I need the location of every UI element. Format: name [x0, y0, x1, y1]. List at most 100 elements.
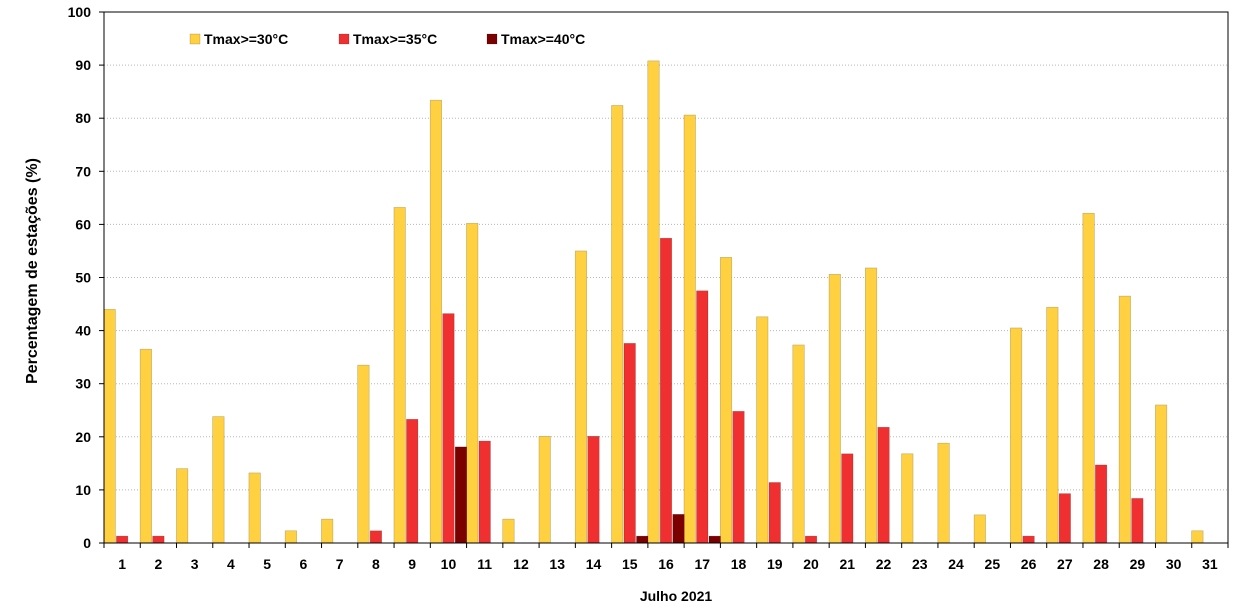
bar — [708, 535, 721, 544]
bar — [357, 364, 370, 544]
bar — [1155, 404, 1168, 544]
bars — [103, 60, 1204, 544]
legend-swatch — [189, 33, 201, 45]
bar — [1046, 306, 1059, 544]
x-tick-label: 16 — [658, 556, 674, 572]
y-tick-label: 80 — [75, 110, 91, 126]
y-tick-label: 0 — [83, 535, 91, 551]
bar — [1095, 464, 1108, 544]
x-tick-label: 23 — [912, 556, 928, 572]
bar — [636, 535, 649, 544]
x-tick-label: 14 — [586, 556, 602, 572]
x-tick-label: 21 — [840, 556, 856, 572]
x-tick-label: 12 — [513, 556, 529, 572]
bar — [152, 535, 165, 544]
bar — [369, 530, 382, 544]
y-tick-label: 70 — [75, 163, 91, 179]
x-tick-label: 11 — [477, 556, 492, 572]
bar — [587, 435, 600, 544]
bar — [1131, 498, 1144, 544]
bar — [623, 343, 636, 544]
x-axis-title: Julho 2021 — [640, 588, 713, 604]
y-tick-label: 90 — [75, 57, 91, 73]
x-tick-label: 4 — [227, 556, 235, 572]
x-tick-label: 26 — [1021, 556, 1037, 572]
bar — [756, 316, 769, 544]
bar — [841, 453, 854, 544]
bar — [659, 237, 673, 544]
y-tick-label: 40 — [75, 323, 91, 339]
bar — [973, 514, 986, 544]
bar — [502, 518, 515, 544]
y-tick-label: 50 — [75, 270, 91, 286]
bar — [683, 114, 696, 544]
x-tick-label: 19 — [767, 556, 783, 572]
legend-label: Tmax>=30°C — [204, 31, 288, 47]
bar — [429, 99, 443, 544]
bar — [454, 446, 468, 544]
x-tick-label: 2 — [154, 556, 162, 572]
bar — [1058, 493, 1071, 544]
bar — [672, 514, 685, 544]
x-tick-label: 8 — [372, 556, 380, 572]
y-tick-label: 30 — [75, 376, 91, 392]
bar — [574, 250, 588, 544]
bar — [864, 267, 878, 544]
bar — [478, 440, 491, 544]
bar — [937, 442, 950, 544]
bar — [877, 426, 890, 544]
x-tick-label: 15 — [622, 556, 638, 572]
bar — [696, 290, 709, 544]
x-tick-label: 1 — [118, 556, 126, 572]
bar — [284, 530, 297, 544]
x-tick-label: 31 — [1202, 556, 1218, 572]
bar — [647, 60, 660, 544]
bar — [1022, 535, 1035, 544]
bar — [139, 348, 152, 544]
bar — [116, 535, 129, 544]
x-tick-label: 10 — [441, 556, 457, 572]
bar — [1191, 530, 1204, 544]
y-tick-label: 20 — [75, 429, 91, 445]
y-tick-label: 60 — [75, 216, 91, 232]
bar — [732, 411, 745, 544]
x-tick-label: 18 — [731, 556, 747, 572]
y-tick-label: 10 — [75, 482, 91, 498]
bar — [828, 274, 841, 544]
bar — [1082, 212, 1095, 544]
x-tick-label: 6 — [300, 556, 308, 572]
bar — [103, 309, 116, 544]
legend: Tmax>=30°C Tmax>=35°C Tmax>=40°C — [189, 31, 585, 47]
bar — [901, 453, 914, 544]
bar — [212, 416, 225, 544]
bar — [611, 105, 624, 544]
bar — [792, 344, 805, 544]
bar — [719, 257, 733, 544]
x-tick-label: 30 — [1166, 556, 1182, 572]
bar — [1118, 295, 1131, 544]
bar — [804, 535, 818, 544]
bar — [1010, 327, 1023, 544]
x-tick-label: 28 — [1093, 556, 1109, 572]
x-tick-label: 20 — [803, 556, 819, 572]
legend-label: Tmax>=35°C — [353, 31, 437, 47]
x-tick-label: 29 — [1130, 556, 1146, 572]
bar — [768, 482, 781, 544]
x-tick-label: 25 — [985, 556, 1001, 572]
bar — [538, 435, 551, 544]
x-tick-label: 3 — [191, 556, 199, 572]
y-axis-title: Percentagem de estações (%) — [24, 158, 41, 384]
x-tick-label: 13 — [549, 556, 565, 572]
legend-swatch — [338, 33, 350, 45]
bar — [321, 518, 334, 544]
bar — [393, 207, 406, 544]
y-tick-label: 100 — [68, 4, 92, 20]
x-tick-label: 27 — [1057, 556, 1073, 572]
bar — [406, 418, 419, 544]
x-tick-label: 5 — [263, 556, 271, 572]
bar — [248, 472, 261, 544]
x-tick-label: 17 — [694, 556, 710, 572]
